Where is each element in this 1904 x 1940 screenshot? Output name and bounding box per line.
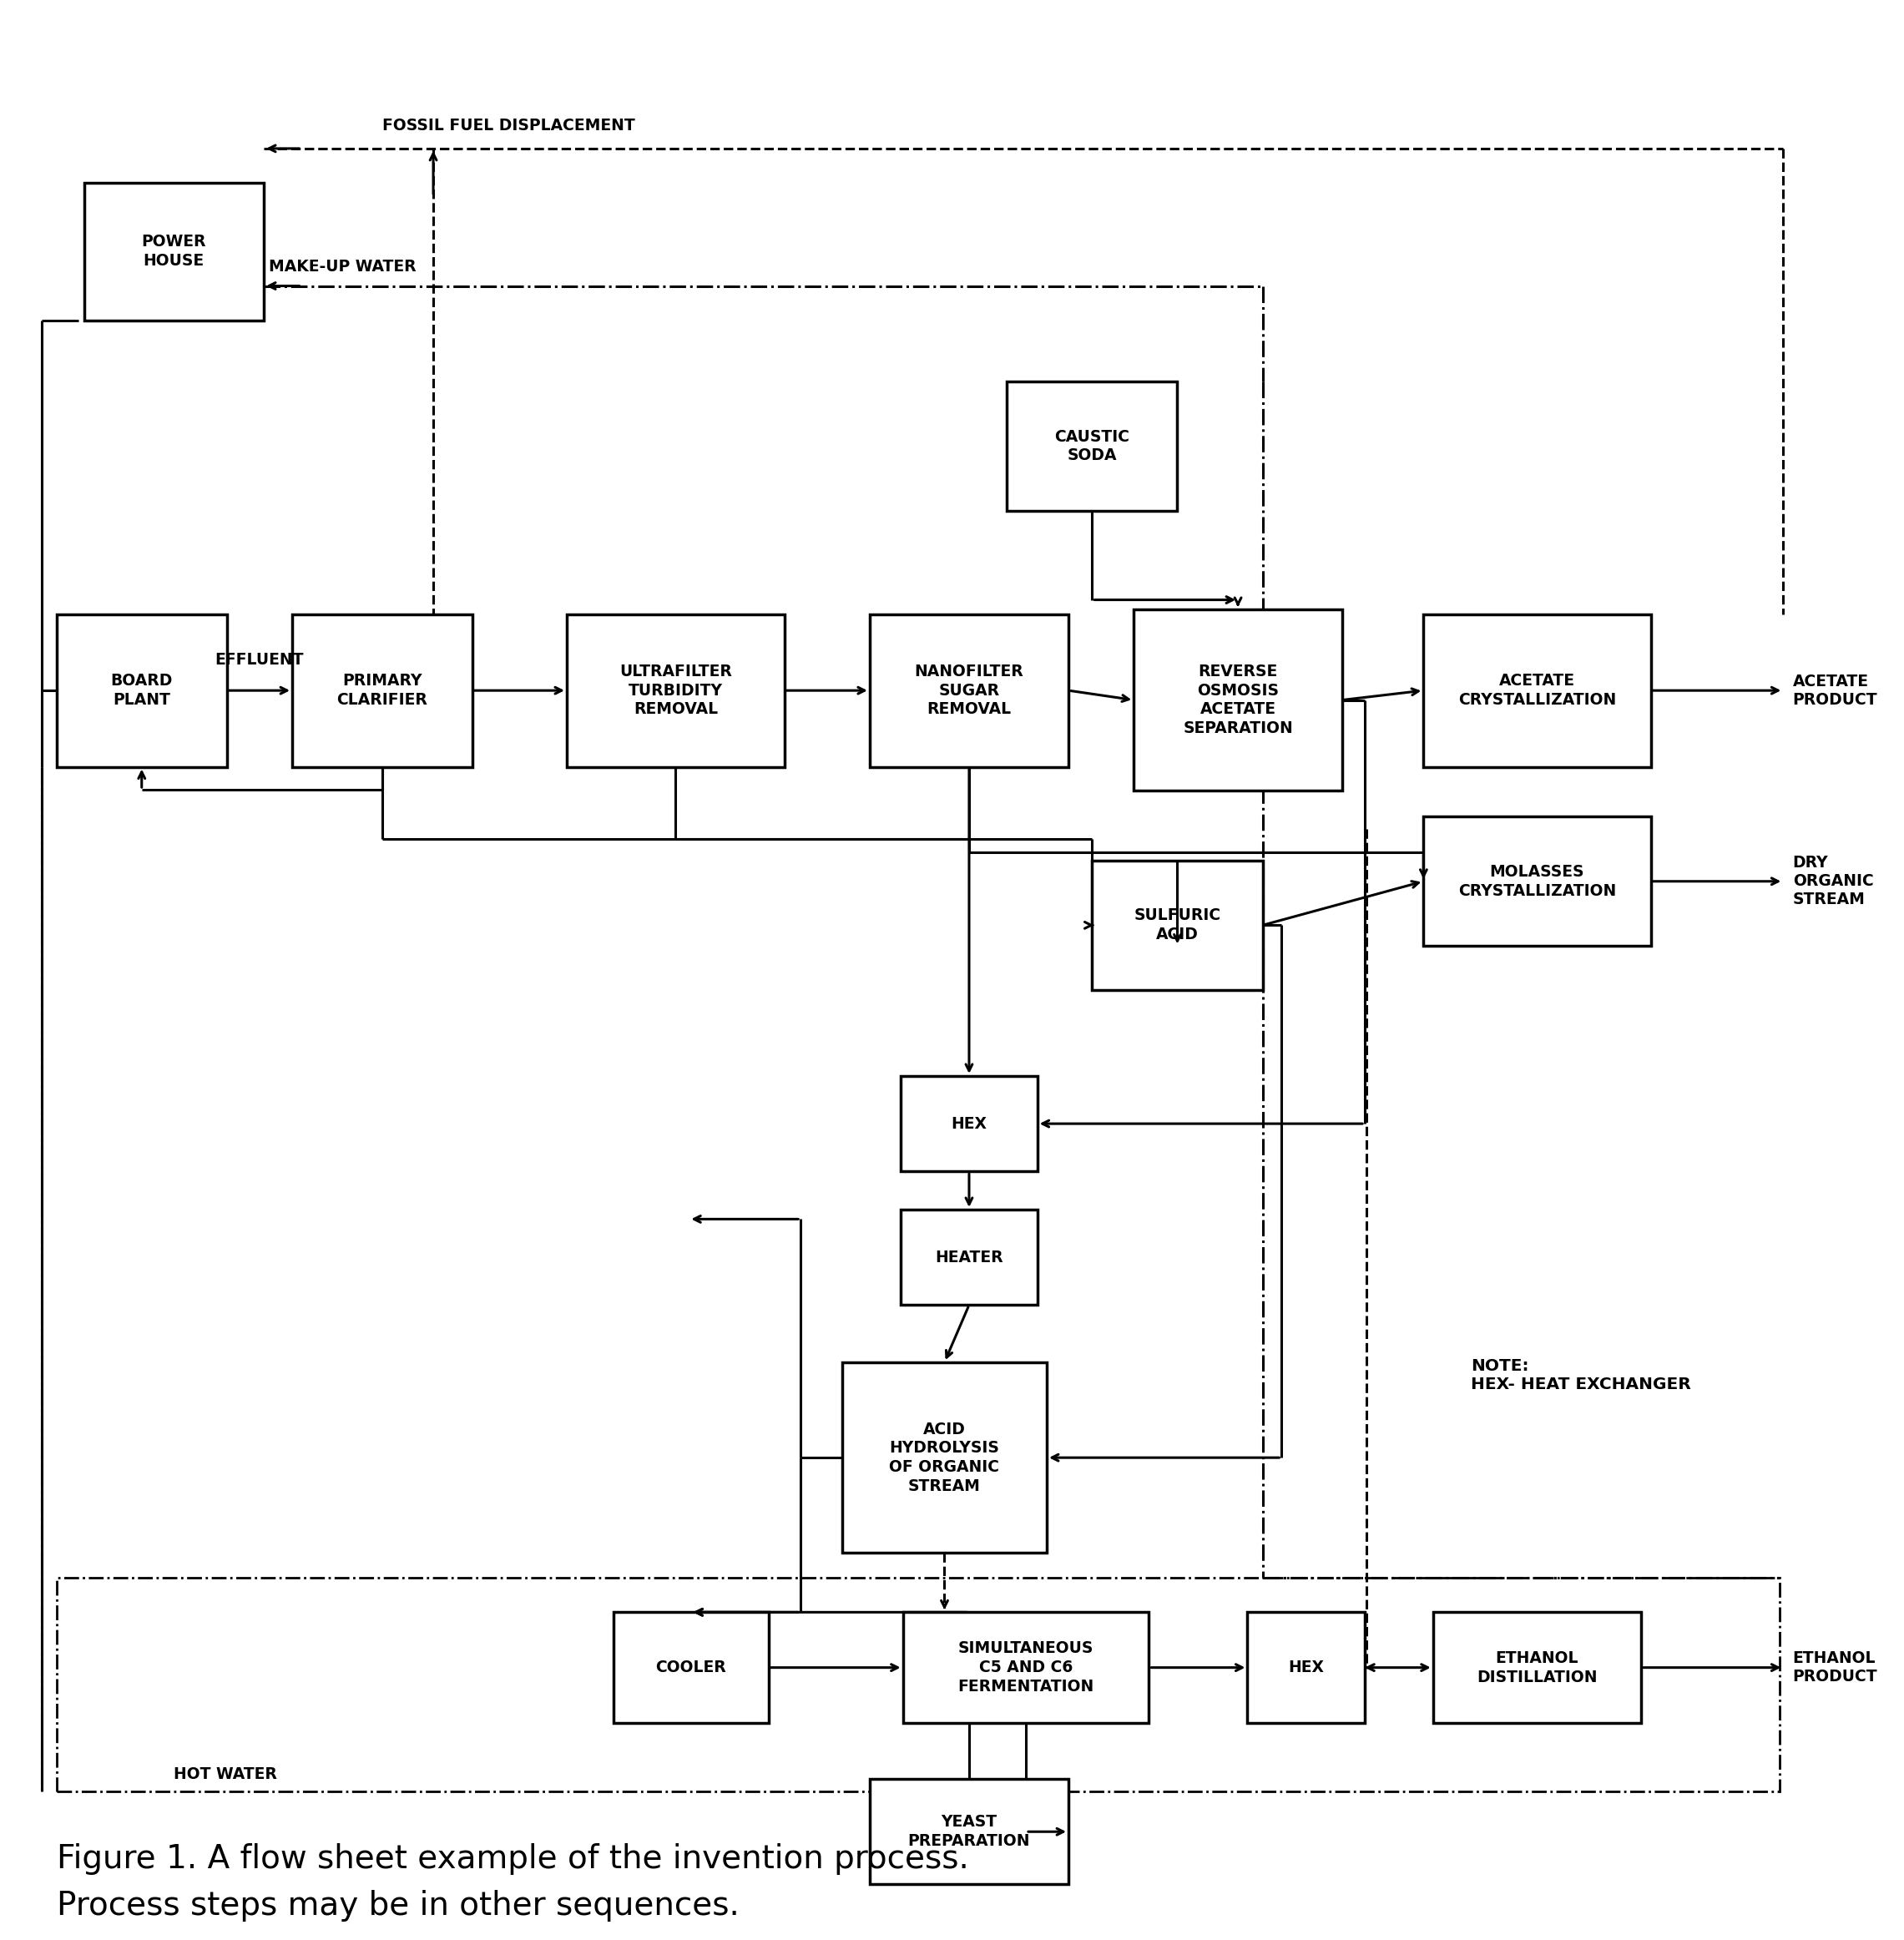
Text: NOTE:
HEX- HEAT EXCHANGER: NOTE: HEX- HEAT EXCHANGER [1472,1358,1691,1393]
Text: REVERSE
OSMOSIS
ACETATE
SEPARATION: REVERSE OSMOSIS ACETATE SEPARATION [1182,663,1293,737]
Text: SIMULTANEOUS
C5 AND C6
FERMENTATION: SIMULTANEOUS C5 AND C6 FERMENTATION [958,1641,1095,1694]
Text: YEAST
PREPARATION: YEAST PREPARATION [908,1814,1030,1849]
Text: DRY
ORGANIC
STREAM: DRY ORGANIC STREAM [1794,856,1874,908]
FancyBboxPatch shape [842,1362,1047,1554]
Text: ACETATE
CRYSTALLIZATION: ACETATE CRYSTALLIZATION [1458,673,1616,708]
FancyBboxPatch shape [1093,859,1262,989]
FancyBboxPatch shape [613,1612,769,1723]
FancyBboxPatch shape [901,1209,1038,1306]
Text: HEX: HEX [952,1116,986,1131]
FancyBboxPatch shape [1007,382,1177,510]
FancyBboxPatch shape [1424,817,1651,947]
Text: ETHANOL
PRODUCT: ETHANOL PRODUCT [1794,1651,1877,1684]
Text: EFFLUENT: EFFLUENT [215,652,305,667]
Text: BOARD
PLANT: BOARD PLANT [110,673,173,708]
FancyBboxPatch shape [1247,1612,1365,1723]
FancyBboxPatch shape [902,1612,1148,1723]
Text: MOLASSES
CRYSTALLIZATION: MOLASSES CRYSTALLIZATION [1458,863,1616,898]
Text: NANOFILTER
SUGAR
REMOVAL: NANOFILTER SUGAR REMOVAL [914,663,1024,718]
Text: HEX: HEX [1289,1659,1323,1676]
FancyBboxPatch shape [1133,609,1342,792]
Text: CAUSTIC
SODA: CAUSTIC SODA [1055,429,1129,464]
Text: HEATER: HEATER [935,1249,1003,1265]
FancyBboxPatch shape [870,615,1068,766]
FancyBboxPatch shape [567,615,784,766]
FancyBboxPatch shape [901,1077,1038,1172]
Text: Figure 1. A flow sheet example of the invention process.
Process steps may be in: Figure 1. A flow sheet example of the in… [57,1843,969,1923]
Text: FOSSIL FUEL DISPLACEMENT: FOSSIL FUEL DISPLACEMENT [383,118,634,134]
Text: HOT WATER: HOT WATER [173,1765,278,1783]
Text: PRIMARY
CLARIFIER: PRIMARY CLARIFIER [337,673,428,708]
Text: ULTRAFILTER
TURBIDITY
REMOVAL: ULTRAFILTER TURBIDITY REMOVAL [619,663,731,718]
FancyBboxPatch shape [1424,615,1651,766]
Text: POWER
HOUSE: POWER HOUSE [141,235,206,270]
FancyBboxPatch shape [870,1779,1068,1884]
FancyBboxPatch shape [57,615,227,766]
Text: ACID
HYDROLYSIS
OF ORGANIC
STREAM: ACID HYDROLYSIS OF ORGANIC STREAM [889,1422,1000,1494]
Text: COOLER: COOLER [655,1659,725,1676]
FancyBboxPatch shape [1434,1612,1641,1723]
Text: MAKE-UP WATER: MAKE-UP WATER [268,258,415,274]
FancyBboxPatch shape [291,615,472,766]
Text: ETHANOL
DISTILLATION: ETHANOL DISTILLATION [1478,1651,1597,1686]
FancyBboxPatch shape [84,182,265,320]
Text: SULFURIC
ACID: SULFURIC ACID [1135,908,1220,943]
Text: ACETATE
PRODUCT: ACETATE PRODUCT [1794,673,1877,708]
